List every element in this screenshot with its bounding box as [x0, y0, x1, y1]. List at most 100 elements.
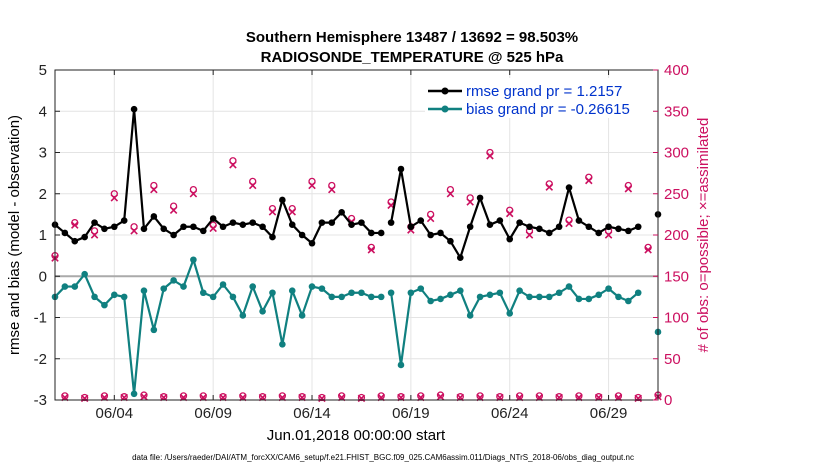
obs-assimilated-point-14 — [189, 189, 198, 198]
obs-possible-point-13 — [179, 392, 188, 400]
rmse-point-0-28 — [328, 219, 336, 226]
obs-assimilated-point-32 — [367, 246, 376, 254]
rmse-point-0-12 — [170, 231, 177, 239]
rmse-point-0-31 — [358, 219, 365, 226]
legend-rmse-marker — [441, 87, 449, 95]
bias-point-1-4 — [427, 297, 434, 305]
bias-point-1-19 — [575, 295, 583, 303]
obs-assimilated-point-46 — [505, 209, 514, 218]
obs-possible-point-37 — [417, 392, 425, 400]
obs-possible-point-23 — [278, 392, 287, 400]
obs-assimilated-point-12 — [169, 206, 178, 215]
bias-point-0-3 — [81, 270, 88, 278]
bias-point-0-32 — [368, 293, 375, 301]
rmse-point-0-3 — [81, 233, 88, 241]
x-tick-label-5: 06/29 — [590, 405, 628, 422]
bias-point-1-3 — [417, 285, 425, 292]
bias-point-0-24 — [288, 287, 296, 294]
bias-point-1-18 — [565, 283, 573, 290]
obs-possible-point-15 — [199, 392, 207, 400]
obs-possible-point-27 — [318, 393, 326, 402]
rmse-point-0-8 — [130, 105, 138, 113]
rmse-point-1-22 — [605, 223, 612, 231]
obs-assimilated-point-44 — [486, 152, 494, 160]
obs-possible-point-59 — [634, 393, 642, 402]
obs-assimilated-point-24 — [288, 208, 297, 216]
rmse-point-0-30 — [348, 221, 355, 228]
rmse-point-1-6 — [447, 237, 454, 245]
bias-point-1-17 — [555, 289, 563, 297]
left-tick-label-4: 1 — [39, 227, 47, 244]
x-tick-label-1: 06/09 — [194, 405, 232, 422]
bias-point-0-12 — [170, 277, 177, 284]
bias-point-0-1 — [61, 283, 69, 290]
rmse-point-1-0 — [387, 219, 395, 226]
bias-point-1-2 — [407, 289, 415, 297]
obs-assimilated-point-52 — [565, 219, 573, 228]
obs-possible-point-57 — [614, 392, 623, 400]
obs-possible-point-9 — [140, 391, 148, 399]
bias-point-0-11 — [160, 285, 168, 292]
bias-point-0-17 — [219, 281, 227, 288]
bias-point-0-2 — [71, 283, 79, 290]
obs-possible-point-39 — [436, 391, 445, 399]
obs-assimilated-point-26 — [308, 181, 316, 190]
rmse-point-0-11 — [160, 225, 168, 233]
bias-point-1-20 — [585, 295, 593, 303]
obs-assimilated-point-54 — [585, 176, 593, 185]
rmse-point-1-23 — [615, 225, 622, 233]
obs-possible-point-31 — [357, 393, 366, 402]
chart-title-line1: Southern Hemisphere 13487 / 13692 = 98.5… — [246, 29, 578, 46]
bias-point-0-28 — [328, 293, 336, 301]
left-tick-label-7: 4 — [39, 103, 47, 120]
right-tick-label-3: 150 — [664, 268, 689, 285]
obs-assimilated-point-8 — [130, 227, 138, 235]
rmse-point-1-18 — [565, 184, 573, 191]
obs-assimilated-point-4 — [90, 231, 99, 239]
rmse-point-0-4 — [91, 219, 98, 226]
right-tick-label-1: 50 — [664, 351, 681, 368]
obs-assimilated-point-39 — [436, 392, 445, 401]
obs-possible-point-29 — [338, 392, 346, 400]
left-tick-label-2: -1 — [34, 310, 47, 327]
bias-point-0-27 — [318, 285, 326, 292]
bias-point-0-29 — [338, 293, 345, 301]
rmse-point-1-12 — [506, 235, 514, 243]
obs-assimilated-point-60 — [644, 246, 652, 254]
x-tick-label-3: 06/19 — [392, 405, 430, 422]
rmse-point-1-8 — [466, 223, 474, 231]
obs-assimilated-point-42 — [466, 198, 474, 206]
rmse-point-0-16 — [209, 215, 217, 222]
bias-point-0-18 — [229, 293, 237, 301]
bias-point-1-6 — [447, 291, 454, 299]
bias-point-1-13 — [516, 287, 523, 294]
rmse-point-0-10 — [150, 213, 158, 220]
obs-assimilated-point-48 — [525, 231, 534, 239]
bias-point-0-30 — [348, 289, 355, 297]
rmse-point-1-7 — [456, 254, 464, 261]
rmse-point-0-7 — [120, 217, 128, 224]
rmse-point-1-14 — [526, 223, 533, 231]
x-tick-label-0: 06/04 — [96, 405, 134, 422]
bias-point-1-24 — [625, 297, 632, 305]
x-tick-label-2: 06/14 — [293, 405, 331, 422]
bias-point-0-26 — [308, 283, 316, 290]
obs-assimilated-point-22 — [268, 208, 277, 216]
bias-line-segment-0 — [54, 258, 382, 395]
rmse-point-0-22 — [269, 233, 276, 241]
rmse-point-0-24 — [288, 221, 296, 228]
obs-possible-point-47 — [515, 392, 524, 400]
bias-point-0-10 — [150, 326, 158, 334]
rmse-point-0-15 — [199, 227, 207, 235]
obs-assimilated-point-38 — [426, 214, 435, 223]
bias-point-0-25 — [298, 312, 306, 319]
obs-possible-point-1 — [61, 392, 69, 400]
left-tick-label-5: 2 — [39, 186, 47, 203]
bias-point-1-1 — [397, 361, 405, 369]
chart-title-line2: RADIOSONDE_TEMPERATURE @ 525 hPa — [261, 49, 564, 66]
bias-point-0-20 — [249, 283, 257, 290]
rmse-point-0-21 — [259, 223, 266, 231]
rmse-point-0-33 — [377, 229, 385, 237]
rmse-point-0-1 — [61, 229, 69, 237]
legend-rmse-label: rmse grand pr = 1.2157 — [466, 83, 622, 100]
